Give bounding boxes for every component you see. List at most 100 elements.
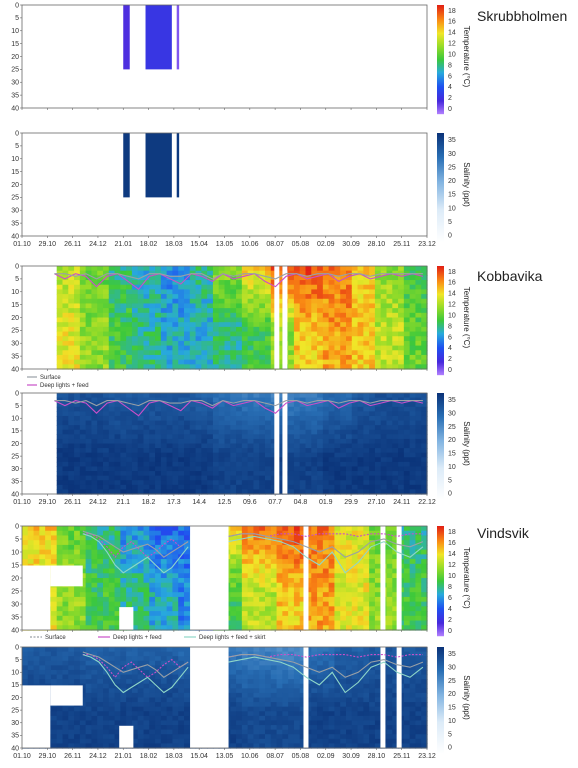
heatmap-cell [62, 480, 69, 486]
heatmap-cell [218, 326, 226, 333]
y-tick-label: 5 [15, 403, 19, 410]
heatmap-cell [85, 359, 93, 365]
heatmap-cell [207, 303, 214, 309]
heatmap-cell [276, 452, 283, 458]
heatmap-cell [160, 345, 168, 351]
heatmap-cell [288, 625, 295, 631]
heatmap-cell [270, 578, 278, 584]
heatmap-cell [270, 573, 278, 579]
heatmap-cell [241, 578, 249, 584]
heatmap-cell [247, 345, 255, 351]
heatmap-cell [103, 406, 110, 412]
heatmap-cell [421, 411, 428, 417]
heatmap-cell [305, 326, 312, 333]
heatmap-cell [224, 443, 231, 449]
heatmap-cell [108, 606, 116, 612]
heatmap-cell [149, 429, 156, 435]
heatmap-cell [369, 284, 376, 291]
heatmap-cell [108, 484, 116, 491]
heatmap-cell [253, 535, 260, 541]
heatmap-cell [253, 573, 260, 579]
heatmap-cell [212, 317, 220, 323]
heatmap-cell [380, 457, 388, 463]
heatmap-cell [91, 720, 98, 726]
heatmap-cell [403, 587, 411, 593]
y-tick-label: 10 [11, 549, 19, 556]
heatmap-cell [421, 461, 428, 468]
heatmap-cell [334, 275, 341, 281]
heatmap-cell [299, 540, 307, 546]
heatmap-cell [218, 308, 226, 314]
heatmap-cell [293, 322, 301, 328]
colorbar-tick-label: 4 [448, 84, 452, 91]
heatmap-cell [62, 734, 69, 740]
heatmap-cell [120, 406, 127, 412]
series-line [82, 533, 189, 559]
heatmap-cell [97, 448, 104, 454]
heatmap-cell [276, 582, 283, 589]
heatmap-cell [103, 425, 110, 431]
heatmap-cell [363, 471, 370, 477]
heatmap-cell [328, 303, 336, 309]
heatmap-cell [149, 461, 156, 468]
heatmap-cell [282, 615, 289, 622]
heatmap-cell [155, 448, 162, 454]
heatmap-cell [311, 411, 318, 417]
heatmap-cell [74, 452, 81, 458]
heatmap-cell [218, 415, 226, 422]
heatmap-cell [328, 359, 336, 365]
heatmap-cell [172, 443, 179, 449]
heatmap-cell [322, 364, 330, 370]
heatmap-cell [351, 461, 359, 468]
heatmap-cell [293, 606, 301, 612]
heatmap-cell [149, 471, 156, 477]
heatmap-cell [409, 452, 417, 458]
x-tick-label: 24.12 [89, 499, 107, 506]
heatmap-cell [363, 270, 370, 276]
colorbar-tick-label: 10 [448, 51, 456, 58]
heatmap-cell [415, 535, 422, 541]
heatmap-cell [421, 359, 428, 365]
heatmap-cell [311, 611, 318, 617]
heatmap-cell [241, 559, 249, 565]
heatmap-cell [311, 582, 318, 589]
x-tick-label: 21.1 [116, 499, 130, 506]
heatmap-cell [85, 466, 93, 472]
heatmap-cell [270, 606, 278, 612]
heatmap-cell [149, 549, 156, 555]
heatmap-cell [114, 559, 121, 565]
heatmap-cell [386, 350, 393, 356]
heatmap-cell [195, 308, 202, 314]
colorbar-tick-label: 15 [448, 451, 456, 458]
heatmap-cell [184, 554, 191, 560]
heatmap-cell [224, 322, 231, 328]
heatmap-cell [340, 457, 347, 463]
heatmap-cell [241, 312, 249, 319]
heatmap-cell [305, 461, 312, 468]
heatmap-cell [143, 317, 150, 323]
heatmap-cell [149, 526, 156, 532]
heatmap-cell [253, 489, 260, 495]
heatmap-cell [97, 294, 104, 300]
heatmap-cell [74, 448, 81, 454]
heatmap-cell [184, 471, 191, 477]
heatmap-cell [403, 425, 411, 431]
heatmap-cell [74, 620, 81, 626]
heatmap-cell [201, 326, 208, 333]
heatmap-cell [247, 308, 255, 314]
heatmap-cell [56, 425, 64, 431]
heatmap-cell [363, 452, 370, 458]
heatmap-cell [374, 526, 382, 532]
heatmap-cell [311, 284, 318, 291]
heatmap-cell [114, 530, 121, 537]
heatmap-cell [247, 611, 255, 617]
heatmap-cell [317, 480, 324, 486]
heatmap-cell [293, 303, 301, 309]
heatmap-cell [253, 563, 260, 570]
heatmap-cell [74, 611, 81, 617]
heatmap-cell [253, 625, 260, 631]
heatmap-cell [155, 438, 162, 445]
heatmap-cell [120, 540, 127, 546]
heatmap-cell [149, 284, 156, 291]
heatmap-cell [236, 402, 243, 408]
